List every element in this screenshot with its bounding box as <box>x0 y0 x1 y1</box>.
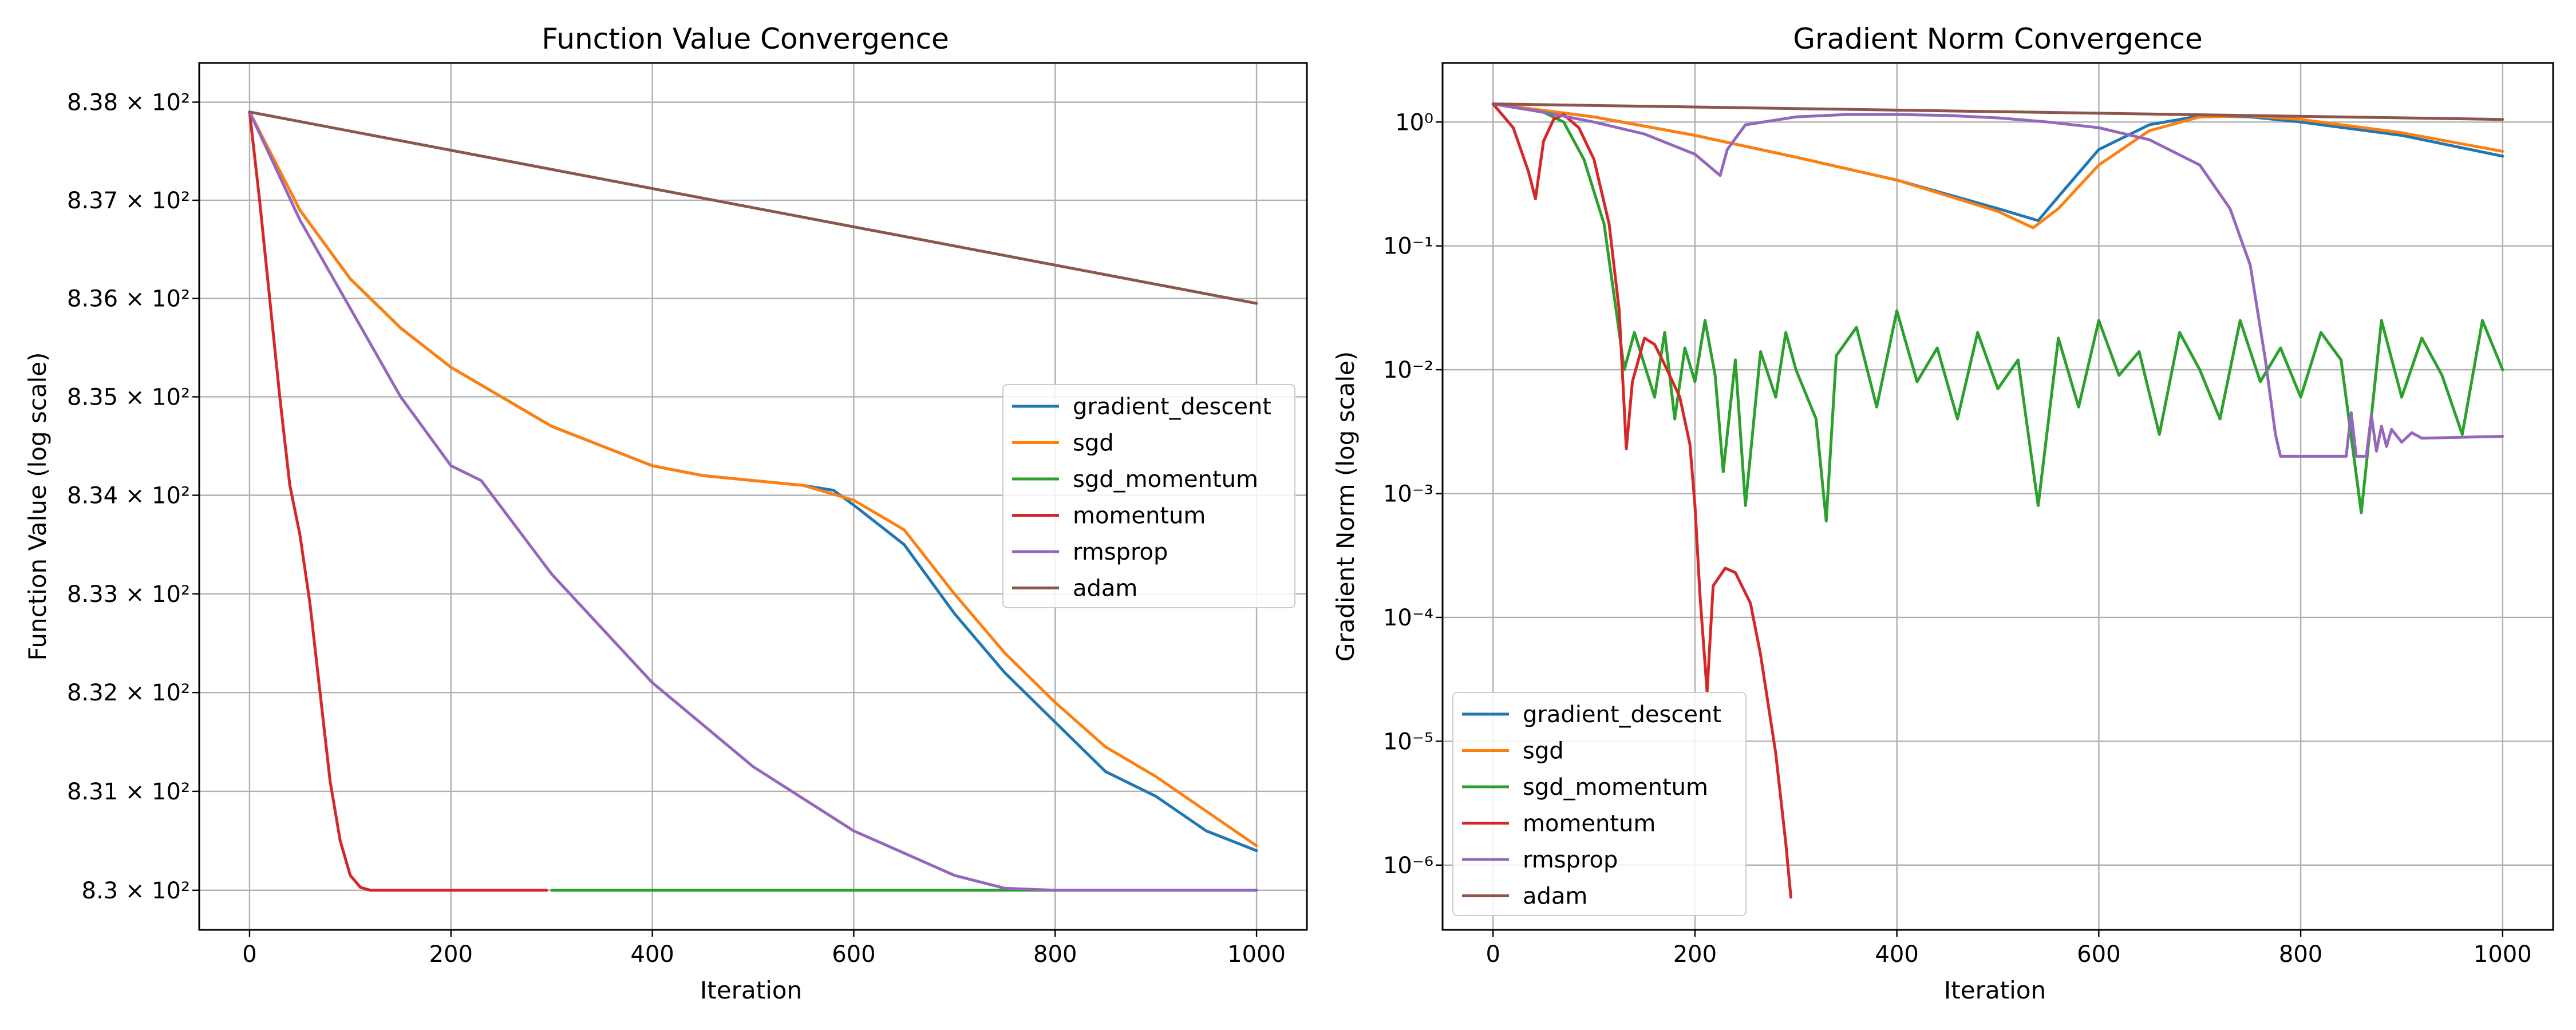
series-group <box>1491 102 2504 899</box>
legend-label-momentum: momentum <box>1073 503 1206 529</box>
plot-frame <box>1441 62 2554 931</box>
y-tick-label: 10⁻⁴ <box>1383 605 1433 631</box>
x-tick-label: 400 <box>630 941 674 968</box>
legend-label-rmsprop: rmsprop <box>1523 847 1618 873</box>
legend-label-gradient-descent: gradient_descent <box>1073 394 1271 420</box>
y-tick-label: 10⁻¹ <box>1383 233 1433 260</box>
plot-frame <box>198 62 1308 931</box>
y-tick-label: 8.38 × 10² <box>67 90 190 116</box>
x-tick-label: 800 <box>2279 941 2322 968</box>
x-tick-label: 600 <box>832 941 875 968</box>
legend-label-sgd: sgd <box>1523 738 1564 764</box>
y-tick-label: 8.32 × 10² <box>67 680 190 706</box>
series-line-sgd <box>1491 102 2504 229</box>
y-tick-label: 10⁻⁵ <box>1383 728 1433 755</box>
legend-label-gradient-descent: gradient_descent <box>1523 702 1721 728</box>
series-line-rmsprop <box>1491 102 2504 458</box>
legend-label-adam: adam <box>1523 884 1587 910</box>
y-tick-label: 8.33 × 10² <box>67 581 190 608</box>
x-tick-label: 800 <box>1033 941 1077 968</box>
y-tick-label: 10⁻⁶ <box>1383 853 1433 879</box>
y-tick-label: 10⁻³ <box>1383 481 1433 508</box>
series-line-adam <box>1491 102 2504 121</box>
y-tick-label: 10⁰ <box>1395 109 1433 136</box>
x-tick-label: 0 <box>1485 941 1500 968</box>
legend-box <box>1002 384 1295 608</box>
ticks: 0 200 400 600 800 1000 10⁻⁶ 10⁻⁵ 10⁻⁴ 10⁻³ 10⁻² 10⁻… <box>1383 109 2532 968</box>
series-line-adam <box>248 110 1258 305</box>
x-tick-label: 0 <box>242 941 256 968</box>
x-axis-label: Iteration <box>1944 976 2046 1004</box>
legend-label-sgd-momentum: sgd_momentum <box>1073 466 1258 493</box>
gradient-norm-chart: Gradient Norm Convergence 0 200 400 600 800 1… <box>1332 22 2554 1004</box>
legend-box <box>1452 692 1747 916</box>
series-line-rmsprop <box>248 110 1258 892</box>
function-value-chart: Function Value Convergence 0 200 400 600 800… <box>23 22 1308 1004</box>
chart-title: Gradient Norm Convergence <box>1793 22 2202 56</box>
legend-label-adam: adam <box>1073 576 1137 602</box>
x-tick-label: 1000 <box>2474 941 2532 968</box>
x-tick-label: 200 <box>1673 941 1717 968</box>
x-tick-label: 400 <box>1875 941 1918 968</box>
y-tick-label: 8.31 × 10² <box>67 779 190 805</box>
series-line-sgd <box>248 110 1258 847</box>
y-tick-label: 8.34 × 10² <box>67 483 190 509</box>
chart-title: Function Value Convergence <box>542 22 949 56</box>
x-tick-label: 600 <box>2077 941 2120 968</box>
y-tick-label: 8.3 × 10² <box>82 878 191 904</box>
legend-label-rmsprop: rmsprop <box>1073 539 1168 565</box>
legend-label-momentum: momentum <box>1523 811 1656 837</box>
x-tick-label: 200 <box>429 941 473 968</box>
y-tick-label: 8.36 × 10² <box>67 286 190 312</box>
y-axis-label: Gradient Norm (log scale) <box>1332 351 1360 661</box>
y-tick-label: 8.35 × 10² <box>67 384 190 410</box>
series-group <box>248 110 1258 892</box>
y-tick-label: 8.37 × 10² <box>67 188 190 214</box>
legend-label-sgd-momentum: sgd_momentum <box>1523 774 1708 801</box>
x-axis-label: Iteration <box>700 976 802 1004</box>
y-axis-label: Function Value (log scale) <box>23 352 52 660</box>
y-tick-label: 10⁻² <box>1383 357 1433 383</box>
ticks: 0 200 400 600 800 1000 8.3 × 10² 8.31 × 10² 8.32… <box>67 90 1286 968</box>
x-tick-label: 1000 <box>1227 941 1286 968</box>
legend-label-sgd: sgd <box>1073 430 1114 457</box>
series-line-momentum <box>248 110 548 892</box>
series-line-momentum <box>1491 102 1792 899</box>
